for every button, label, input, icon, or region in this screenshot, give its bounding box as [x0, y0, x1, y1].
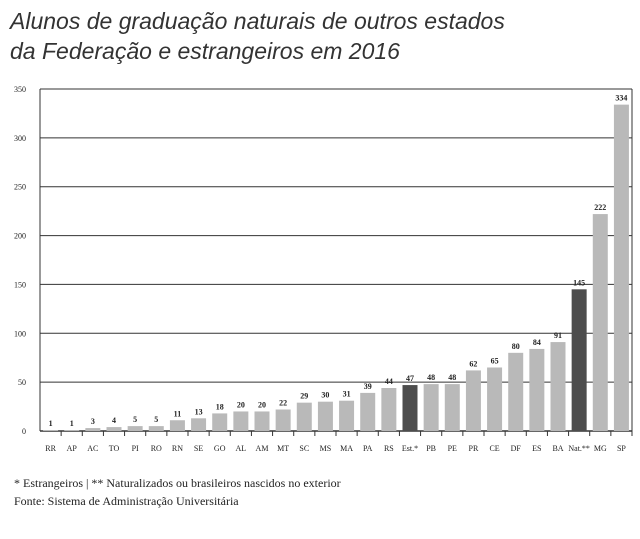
y-tick-label: 50	[18, 378, 26, 387]
data-label: 145	[573, 278, 585, 287]
title-line-1: Alunos de graduação naturais de outros e…	[10, 8, 505, 34]
x-tick-label: Nat.**	[568, 444, 590, 453]
data-label: 65	[491, 356, 499, 365]
bar-am	[254, 411, 270, 431]
data-label: 80	[512, 342, 520, 351]
data-label: 5	[133, 415, 137, 424]
data-label: 20	[237, 400, 245, 409]
data-label: 30	[321, 391, 329, 400]
x-tick-label: RS	[384, 444, 394, 453]
x-tick-label: TO	[109, 444, 120, 453]
bar-sc	[296, 402, 312, 431]
bar-to	[106, 427, 122, 431]
data-label: 18	[216, 402, 224, 411]
y-tick-label: 100	[14, 329, 26, 338]
x-tick-label: PR	[469, 444, 479, 453]
bar-ba	[550, 342, 566, 431]
data-label: 84	[533, 338, 541, 347]
x-tick-label: PE	[448, 444, 457, 453]
bar-pi	[127, 426, 143, 431]
bar-est	[402, 385, 418, 431]
bar-ms	[317, 401, 333, 431]
x-tick-label: AL	[236, 444, 247, 453]
x-tick-label: SP	[617, 444, 626, 453]
bar-ma	[339, 400, 355, 431]
title-line-2: da Federação e estrangeiros em 2016	[10, 38, 400, 64]
data-label: 48	[448, 373, 456, 382]
x-tick-label: MT	[277, 444, 289, 453]
bar-sp	[613, 104, 629, 432]
bar-se	[191, 418, 207, 431]
x-tick-label: PB	[426, 444, 436, 453]
chart-title: Alunos de graduação naturais de outros e…	[10, 6, 505, 66]
data-label: 3	[91, 417, 95, 426]
bar-es	[529, 348, 545, 431]
bar-go	[212, 413, 228, 431]
data-label: 47	[406, 374, 414, 383]
footnote-source: Fonte: Sistema de Administração Universi…	[14, 494, 239, 508]
x-tick-label: CE	[489, 444, 499, 453]
footnote-legend: * Estrangeiros | ** Naturalizados ou bra…	[14, 476, 341, 490]
x-tick-label: SE	[194, 444, 203, 453]
bar-pb	[423, 384, 439, 431]
x-tick-label: PI	[132, 444, 139, 453]
bar-mt	[275, 409, 291, 431]
x-tick-label: MS	[320, 444, 332, 453]
y-tick-label: 150	[14, 280, 26, 289]
data-label: 91	[554, 331, 562, 340]
data-label: 22	[279, 399, 287, 408]
data-label: 334	[615, 94, 627, 103]
data-label: 62	[469, 359, 477, 368]
y-tick-label: 200	[14, 232, 26, 241]
x-tick-label: MG	[594, 444, 607, 453]
x-tick-label: AP	[67, 444, 78, 453]
bar-rs	[381, 388, 397, 431]
data-label: 11	[174, 409, 182, 418]
y-tick-label: 300	[14, 134, 26, 143]
x-tick-label: GO	[214, 444, 226, 453]
bar-al	[233, 411, 249, 431]
data-label: 4	[112, 416, 116, 425]
bar-rn	[169, 420, 185, 431]
data-label: 29	[300, 392, 308, 401]
data-label: 222	[594, 203, 606, 212]
bar-ap	[64, 430, 80, 431]
x-tick-label: PA	[363, 444, 373, 453]
x-tick-label: MA	[340, 444, 353, 453]
y-tick-label: 350	[14, 85, 26, 94]
data-label: 1	[70, 419, 74, 428]
x-tick-label: AM	[256, 444, 269, 453]
x-tick-label: RO	[151, 444, 162, 453]
y-tick-label: 250	[14, 183, 26, 192]
bar-ce	[487, 367, 503, 431]
data-label: 13	[195, 407, 203, 416]
x-tick-label: ES	[532, 444, 541, 453]
x-tick-label: DF	[511, 444, 522, 453]
bar-nat	[571, 289, 587, 431]
bar-pr	[465, 370, 481, 431]
bar-pe	[444, 384, 460, 431]
data-label: 39	[364, 382, 372, 391]
x-tick-label: Est.*	[402, 444, 418, 453]
bar-ro	[148, 426, 164, 431]
bar-ac	[85, 428, 101, 431]
x-tick-label: AC	[87, 444, 98, 453]
x-tick-label: RR	[45, 444, 56, 453]
bar-mg	[592, 214, 608, 431]
x-tick-label: BA	[552, 444, 563, 453]
data-label: 5	[154, 415, 158, 424]
bar-pa	[360, 392, 376, 431]
data-label: 31	[343, 390, 351, 399]
bar-rr	[43, 430, 59, 431]
x-tick-label: RN	[172, 444, 183, 453]
data-label: 48	[427, 373, 435, 382]
data-label: 1	[49, 419, 53, 428]
bar-df	[508, 352, 524, 431]
data-label: 20	[258, 400, 266, 409]
data-label: 44	[385, 377, 393, 386]
x-tick-label: SC	[299, 444, 309, 453]
y-tick-label: 0	[22, 427, 26, 436]
